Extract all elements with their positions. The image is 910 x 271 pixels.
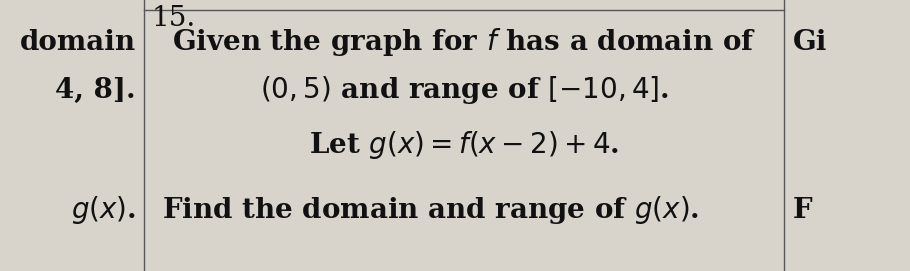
Text: Given the graph for $f$ has a domain of: Given the graph for $f$ has a domain of — [172, 26, 756, 58]
Text: domain: domain — [20, 28, 136, 56]
Text: Gi: Gi — [793, 28, 827, 56]
Text: $(0,5)$ and range of $[-10,4]$.: $(0,5)$ and range of $[-10,4]$. — [259, 74, 669, 106]
Text: 4, 8].: 4, 8]. — [56, 76, 136, 104]
Text: Find the domain and range of $g(x)$.: Find the domain and range of $g(x)$. — [162, 194, 699, 226]
Text: F: F — [793, 196, 812, 224]
Text: Let $g(x) = f(x-2)+4$.: Let $g(x) = f(x-2)+4$. — [309, 129, 619, 161]
Text: 15.: 15. — [152, 5, 196, 32]
Text: $g(x)$.: $g(x)$. — [71, 194, 136, 226]
